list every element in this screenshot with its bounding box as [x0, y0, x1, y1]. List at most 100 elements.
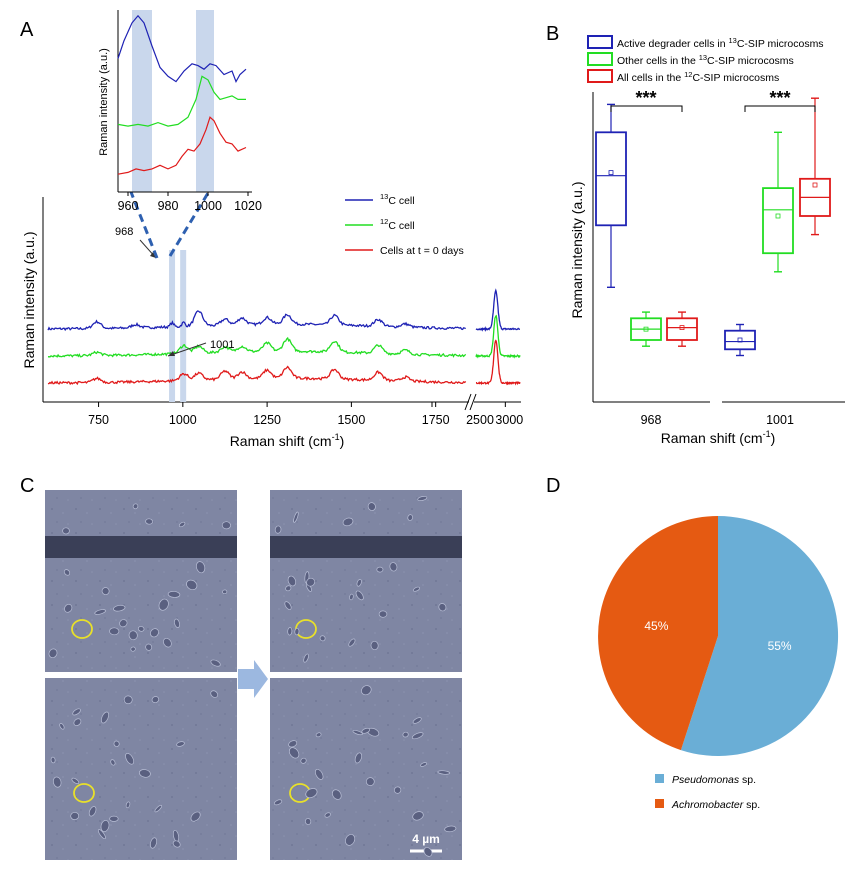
- cell: [73, 718, 82, 726]
- cell: [303, 653, 309, 663]
- target-cell-circle: [73, 783, 95, 803]
- inset-highlight-bands: [132, 10, 214, 192]
- cell: [196, 561, 206, 574]
- cell: [361, 685, 372, 696]
- cell: [150, 628, 159, 638]
- cell: [412, 717, 422, 724]
- series-line-2-left: [47, 365, 467, 386]
- inset-connector-left: [129, 191, 159, 259]
- pie-label-achromobacter: 45%: [644, 619, 668, 633]
- series-line-0-left: [47, 310, 466, 332]
- legend-swatch-achromobacter: [655, 799, 664, 808]
- cell: [62, 527, 70, 535]
- annotation-1001-arrowhead: [168, 351, 175, 356]
- annotation-1001: 1001: [210, 339, 234, 351]
- panel-letter-c: C: [20, 475, 34, 497]
- box-mean: [812, 182, 818, 188]
- panel-b-boxplot: Active degrader cells in 13C-SIP microco…: [569, 35, 845, 446]
- panel-letter-d: D: [546, 475, 560, 497]
- significance-bracket-968: [610, 105, 683, 112]
- box-968-0: [595, 103, 627, 288]
- cell: [361, 727, 370, 734]
- highlight-band-968: [169, 250, 176, 402]
- cell: [172, 840, 181, 848]
- annotation-968: 968: [115, 226, 133, 238]
- panel-a-inset: 960 980 1000 1020 Raman intensity (a.u.): [98, 10, 262, 213]
- cell: [407, 514, 413, 521]
- target-cell-circle: [71, 619, 93, 639]
- cell: [437, 770, 451, 775]
- legend-label-12c: 12C cell: [380, 217, 415, 232]
- annotation-1001-arrow: [167, 342, 207, 357]
- inset-band-1001: [196, 10, 214, 192]
- cell: [288, 740, 298, 748]
- cell: [300, 757, 307, 764]
- cell: [178, 521, 186, 528]
- cell: [438, 603, 447, 612]
- inset-series: [117, 14, 247, 175]
- cell: [145, 643, 153, 651]
- panel-b-x-label: Raman shift (cm-1): [661, 429, 776, 446]
- cell: [100, 820, 110, 832]
- cell: [50, 756, 56, 764]
- cell: [287, 627, 293, 636]
- cell: [402, 731, 409, 738]
- cell: [123, 695, 133, 705]
- cell: [293, 511, 299, 523]
- panel-letter-b: B: [546, 23, 559, 45]
- box-iqr: [762, 187, 794, 255]
- cell: [154, 804, 163, 813]
- cell: [444, 825, 457, 833]
- cell: [88, 806, 97, 817]
- legend-box-active: [587, 35, 613, 49]
- scale-bar-label: 4 µm: [412, 832, 440, 846]
- pie-chart: 55% 45%: [598, 516, 839, 756]
- cell: [48, 648, 58, 659]
- cell: [130, 646, 136, 652]
- box-mean: [737, 337, 743, 343]
- cell: [306, 577, 316, 587]
- legend-label-achromobacter: Achromobacter sp.: [671, 799, 760, 811]
- inset-tick-label: 960: [118, 199, 139, 213]
- panel-a-x-ticks: 750 1000 1250 1500 1750 2500 3000: [88, 402, 523, 427]
- group-label-968: 968: [641, 413, 662, 427]
- cell: [420, 762, 428, 767]
- micrograph-bottom-right: 4 µm: [270, 678, 462, 860]
- cell: [294, 627, 300, 636]
- inset-series-line-1: [117, 75, 246, 127]
- cell: [315, 732, 322, 738]
- cell: [70, 812, 80, 820]
- box-mean: [679, 325, 685, 331]
- series-line-2-right: [475, 339, 521, 386]
- panel-a-y-label: Raman intensity (a.u.): [21, 232, 37, 369]
- box-iqr: [724, 329, 756, 351]
- cell: [378, 610, 388, 618]
- series-line-0-right: [475, 288, 520, 332]
- cell: [132, 503, 139, 510]
- micrograph-top-right: [270, 490, 462, 672]
- cell: [342, 517, 354, 527]
- cell: [101, 587, 110, 596]
- cell: [389, 562, 398, 572]
- cell: [59, 723, 65, 730]
- inset-y-label: Raman intensity (a.u.): [98, 48, 110, 156]
- inset-tick-label: 1000: [194, 199, 222, 213]
- cell: [186, 579, 198, 591]
- cell: [190, 811, 201, 822]
- cell: [163, 637, 172, 648]
- panel-d-pie: 55% 45% Pseudomonas sp. Achromobacter sp.: [598, 516, 839, 811]
- legend-label-active: Active degrader cells in 13C-SIP microco…: [617, 36, 824, 50]
- cell: [314, 768, 324, 780]
- box-mean: [608, 170, 614, 176]
- panel-b-y-label: Raman intensity (a.u.): [569, 182, 585, 319]
- panel-a-legend: 13C cell 12C cell Cells at t = 0 days: [345, 192, 464, 257]
- cell: [411, 732, 424, 740]
- cell: [274, 799, 283, 806]
- legend-label-all: All cells in the 12C-SIP microcosms: [617, 70, 779, 84]
- inset-band-968: [132, 10, 152, 192]
- pie-label-pseudomonas: 55%: [768, 639, 792, 653]
- box-mean: [775, 213, 781, 219]
- cell: [97, 829, 106, 840]
- cell: [285, 585, 292, 592]
